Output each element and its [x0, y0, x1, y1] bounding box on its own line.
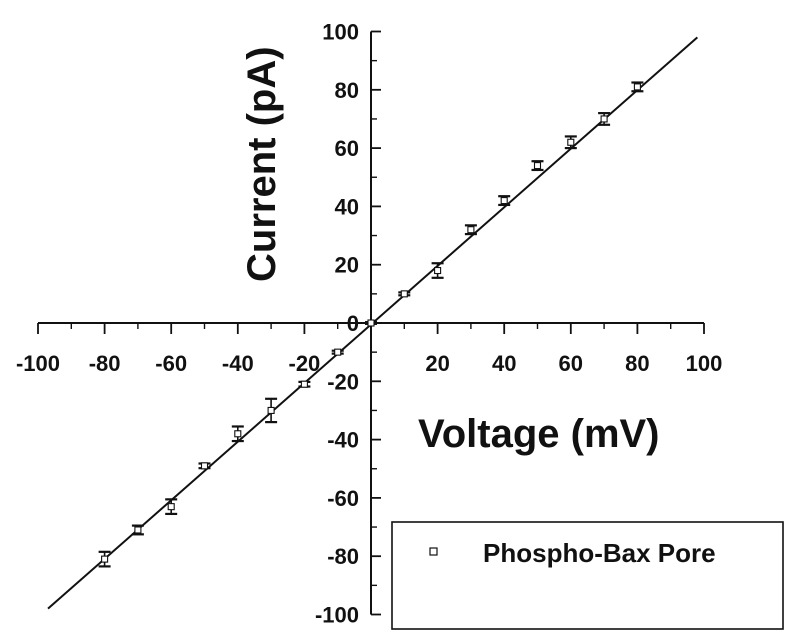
data-point: [265, 397, 278, 424]
data-point: [498, 195, 511, 207]
data-point: [631, 81, 644, 93]
y-tick-label: 40: [335, 194, 359, 219]
legend-label: Phospho-Bax Pore: [483, 538, 716, 568]
x-tick-label: 60: [559, 351, 583, 376]
x-axis-title: Voltage (mV): [418, 412, 660, 456]
x-tick-label: 20: [425, 351, 449, 376]
y-axis-ticks: -100 -80 -60 -40 -20 0 20 40 60 80 100: [315, 20, 381, 628]
y-tick-label: 80: [335, 78, 359, 103]
y-tick-label: 0: [347, 311, 359, 336]
data-point: [598, 112, 611, 126]
point-marker: [367, 319, 375, 327]
point-marker: [400, 290, 408, 298]
point-marker: [267, 406, 275, 415]
point-marker: [600, 115, 608, 123]
point-marker: [334, 348, 342, 356]
point-marker: [633, 83, 641, 91]
y-tick-label: -100: [315, 603, 359, 628]
data-point: [464, 224, 477, 236]
data-point: [431, 262, 444, 279]
point-marker: [101, 555, 109, 563]
x-tick-label: -80: [89, 351, 121, 376]
x-tick-label: -20: [289, 351, 321, 376]
legend-box: [391, 521, 784, 630]
point-marker: [234, 430, 242, 438]
x-tick-label: 40: [492, 351, 516, 376]
point-marker: [500, 197, 508, 205]
y-tick-label: 60: [335, 136, 359, 161]
x-tick-label: -100: [16, 351, 60, 376]
x-axis-ticks: -100 -80 -60 -40 -20 20 40 60 80 100: [16, 323, 722, 376]
y-tick-label: -20: [327, 369, 359, 394]
point-marker: [200, 462, 209, 470]
y-tick-label: 20: [335, 253, 359, 278]
data-points: [98, 81, 644, 568]
legend-marker: [429, 547, 438, 556]
x-tick-label: -60: [155, 351, 187, 376]
x-tick-label: 100: [686, 351, 723, 376]
y-tick-label: -80: [327, 544, 359, 569]
data-point: [331, 348, 344, 356]
point-marker: [467, 226, 475, 234]
point-marker: [533, 162, 542, 170]
y-tick-label: -60: [327, 486, 359, 511]
data-point: [564, 135, 577, 150]
x-tick-label: 80: [625, 351, 649, 376]
data-point: [531, 160, 544, 172]
x-tick-label: -40: [222, 351, 254, 376]
data-point: [98, 550, 111, 568]
y-axis-title: Current (pA): [240, 46, 284, 282]
data-point: [231, 425, 244, 443]
point-marker: [434, 266, 442, 275]
data-point: [198, 462, 211, 470]
data-point: [165, 498, 178, 516]
data-point: [131, 524, 144, 536]
y-tick-label: -40: [327, 428, 359, 453]
data-point: [298, 380, 311, 388]
legend: Phospho-Bax Pore: [391, 521, 784, 630]
point-marker: [134, 526, 142, 534]
data-point: [398, 290, 411, 298]
point-marker: [167, 503, 175, 511]
data-point: [365, 319, 377, 327]
point-marker: [300, 380, 308, 388]
y-tick-label: 100: [322, 20, 359, 45]
point-marker: [567, 138, 575, 146]
